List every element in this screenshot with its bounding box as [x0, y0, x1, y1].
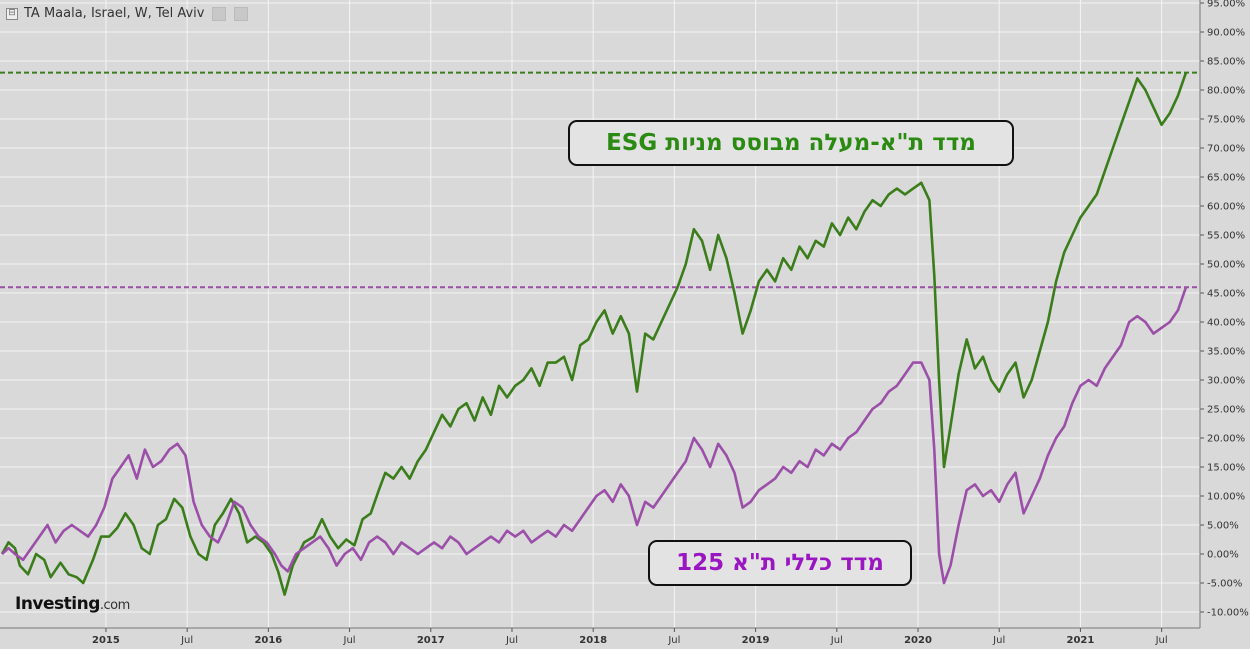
y-tick-label: 15.00%	[1207, 463, 1245, 474]
y-tick-label: 0.00%	[1207, 550, 1239, 561]
x-tick-label: 2018	[579, 635, 607, 646]
series-line-ta125	[1, 286, 1188, 585]
y-tick-label: 95.00%	[1207, 0, 1245, 10]
x-tick-label: Jul	[505, 635, 518, 646]
ta125-annotation: מדד כללי ת"א 125	[648, 540, 912, 586]
y-tick-label: 85.00%	[1207, 57, 1245, 68]
y-tick-label: 45.00%	[1207, 289, 1245, 300]
y-tick-label: 70.00%	[1207, 144, 1245, 155]
settings-icon[interactable]	[212, 6, 227, 21]
logo-suffix: .com	[99, 598, 130, 613]
reference-lines	[0, 71, 1200, 289]
x-tick-label: Jul	[667, 635, 680, 646]
y-tick-label: -10.00%	[1207, 608, 1249, 619]
x-axis: 2015 Jul 2016 Jul 2017 Jul 2018 Jul 2019 Jul 2020 J…	[0, 627, 1200, 646]
ta125-annotation-label: מדד כללי ת"א 125	[676, 550, 884, 576]
y-tick-label: 60.00%	[1207, 202, 1245, 213]
x-tick-label: Jul	[992, 635, 1005, 646]
y-axis: -10.00% -5.00% 0.00% 5.00% 10.00% 15.00% 20.00…	[1199, 0, 1249, 628]
x-tick-label: 2021	[1067, 635, 1095, 646]
y-tick-label: 65.00%	[1207, 173, 1245, 184]
x-tick-label: Jul	[1155, 635, 1168, 646]
y-tick-label: 20.00%	[1207, 434, 1245, 445]
chart-title: TA Maala, Israel, W, Tel Aviv	[24, 6, 205, 21]
x-tick-label: 2016	[254, 635, 282, 646]
esg-annotation-label: מדד ת"א-מעלה מבוסס מניות ESG	[606, 130, 976, 156]
chart-header: ⊟ TA Maala, Israel, W, Tel Aviv	[6, 6, 249, 21]
x-tick-label: 2017	[417, 635, 445, 646]
close-icon[interactable]	[234, 6, 249, 21]
x-tick-label: 2019	[742, 635, 770, 646]
y-tick-label: 55.00%	[1207, 231, 1245, 242]
x-tick-label: Jul	[343, 635, 356, 646]
y-tick-label: 50.00%	[1207, 260, 1245, 271]
grid-lines	[0, 0, 1200, 628]
logo-main: Investing	[15, 594, 100, 614]
y-tick-label: 30.00%	[1207, 376, 1245, 387]
x-tick-label: 2020	[904, 635, 932, 646]
y-tick-label: 40.00%	[1207, 318, 1245, 329]
x-tick-label: Jul	[180, 635, 193, 646]
y-tick-label: 5.00%	[1207, 521, 1239, 532]
esg-annotation: מדד ת"א-מעלה מבוסס מניות ESG	[568, 120, 1014, 166]
y-tick-label: 75.00%	[1207, 115, 1245, 126]
y-tick-label: 80.00%	[1207, 86, 1245, 97]
y-tick-label: -5.00%	[1207, 579, 1242, 590]
y-tick-label: 35.00%	[1207, 347, 1245, 358]
collapse-icon[interactable]: ⊟	[6, 7, 18, 20]
series-line-esg	[0, 72, 1188, 596]
x-tick-label: Jul	[830, 635, 843, 646]
x-tick-label: 2015	[92, 635, 120, 646]
y-tick-label: 10.00%	[1207, 492, 1245, 503]
y-tick-label: 25.00%	[1207, 405, 1245, 416]
series-lines	[0, 72, 1188, 596]
y-tick-label: 90.00%	[1207, 28, 1245, 39]
investing-logo: Investing.com	[15, 594, 130, 614]
